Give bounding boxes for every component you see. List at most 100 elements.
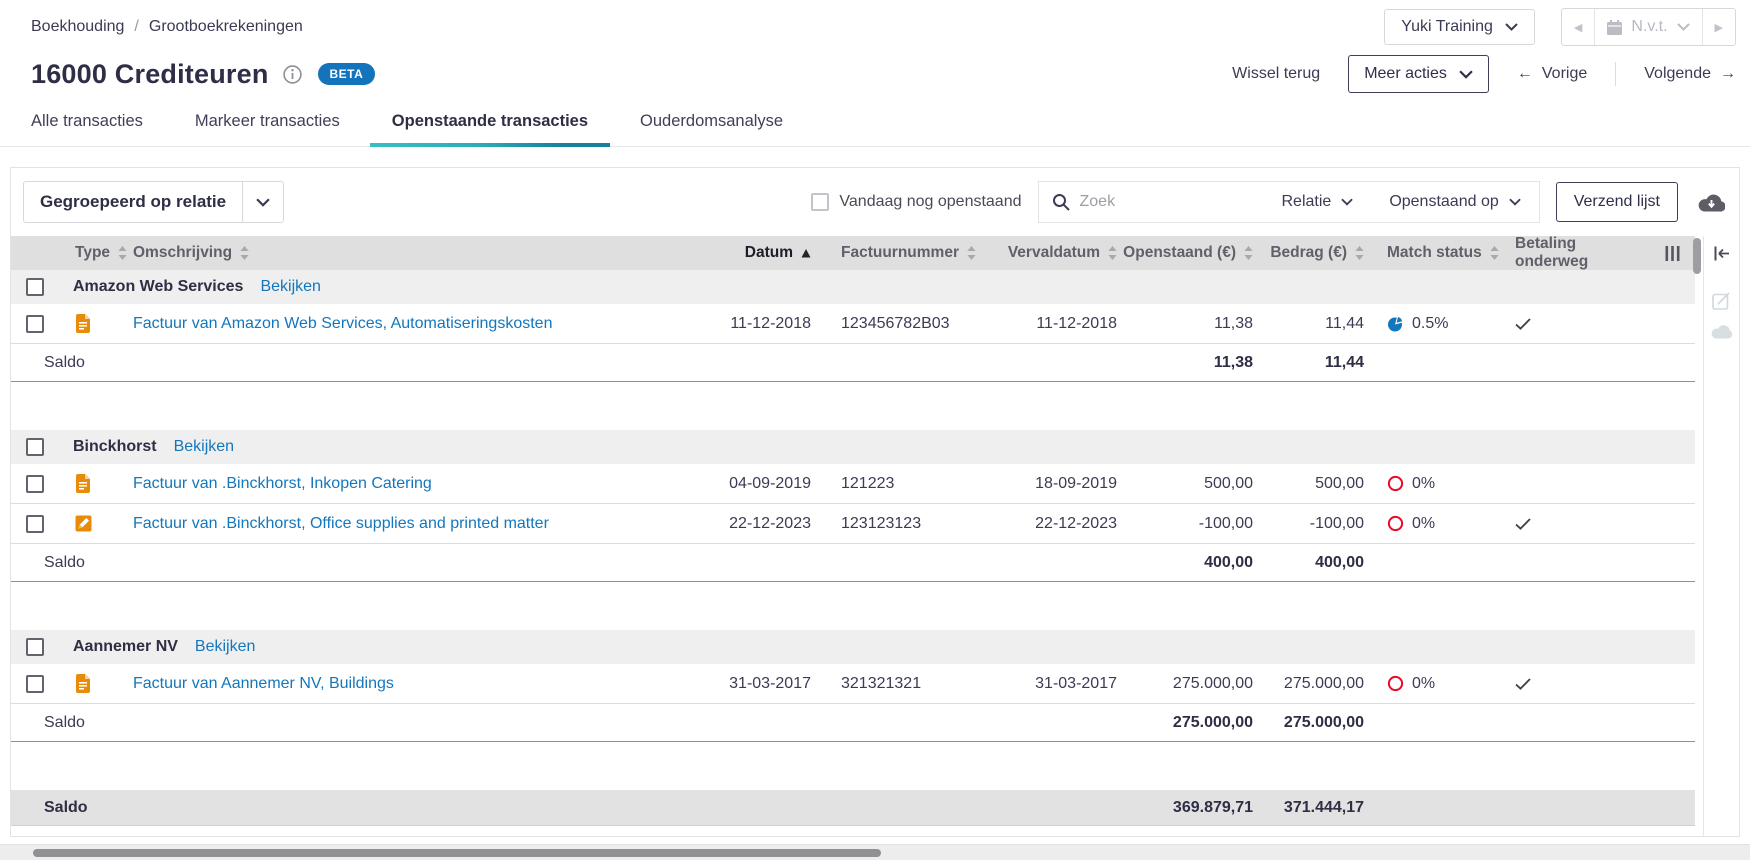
tab-alle-transacties[interactable]: Alle transacties bbox=[31, 112, 143, 130]
more-actions-button[interactable]: Meer acties bbox=[1348, 55, 1489, 93]
group-by-dropdown[interactable]: Gegroepeerd op relatie bbox=[23, 181, 285, 223]
column-header-label: Factuurnummer bbox=[841, 244, 959, 261]
administration-dropdown[interactable]: Yuki Training bbox=[1384, 9, 1535, 45]
column-header-type[interactable]: Type bbox=[61, 236, 133, 270]
beta-badge: BETA bbox=[317, 63, 376, 85]
period-next-button[interactable]: ▶ bbox=[1714, 21, 1723, 34]
column-header-bedrag[interactable]: Bedrag (€) bbox=[1263, 236, 1375, 270]
breadcrumb-item-grootboekrekeningen[interactable]: Grootboekrekeningen bbox=[148, 18, 303, 35]
invoice-document-icon bbox=[75, 314, 91, 333]
tab-markeer-transacties[interactable]: Markeer transacties bbox=[194, 112, 340, 130]
column-header-datum[interactable]: Datum bbox=[681, 236, 817, 270]
tabs: Alle transacties Markeer transacties Ope… bbox=[0, 112, 1750, 147]
topbar: Boekhouding / Grootboekrekeningen Yuki T… bbox=[0, 0, 1750, 46]
table-body: Amazon Web Services Bekijken Factuur van A… bbox=[11, 270, 1695, 826]
chevron-down-icon bbox=[1505, 23, 1518, 31]
breadcrumb: Boekhouding / Grootboekrekeningen bbox=[31, 18, 303, 36]
column-header-match-status[interactable]: Match status bbox=[1375, 236, 1501, 270]
edit-note-icon[interactable] bbox=[1712, 291, 1731, 310]
column-header-omschrijving[interactable]: Omschrijving bbox=[133, 236, 681, 270]
sort-icon bbox=[1108, 246, 1117, 260]
checkbox-icon bbox=[811, 193, 830, 211]
download-cloud-icon[interactable] bbox=[1698, 193, 1725, 212]
today-outstanding-label: Vandaag nog openstaand bbox=[839, 193, 1022, 210]
transaction-link[interactable]: Factuur van Amazon Web Services, Automat… bbox=[133, 314, 553, 332]
horizontal-scrollbar-thumb[interactable] bbox=[33, 849, 881, 857]
payment-underway-check-icon bbox=[1515, 317, 1531, 330]
group-checkbox[interactable] bbox=[26, 438, 44, 456]
sort-icon bbox=[1490, 246, 1499, 260]
group-spacer bbox=[11, 582, 1695, 630]
search-input[interactable] bbox=[1079, 193, 1230, 211]
saldo-outstanding: 369.879,71 bbox=[1172, 798, 1253, 816]
send-list-button[interactable]: Verzend lijst bbox=[1555, 182, 1678, 222]
cell-payment-underway bbox=[1501, 464, 1649, 503]
today-outstanding-checkbox[interactable]: Vandaag nog openstaand bbox=[811, 193, 1022, 211]
group-header-row: Binckhorst Bekijken bbox=[11, 430, 1695, 464]
filterbar: Gegroepeerd op relatie Vandaag nog opens… bbox=[11, 168, 1739, 236]
cell-description: Factuur van Amazon Web Services, Automat… bbox=[133, 304, 681, 343]
column-header-label: Type bbox=[75, 244, 111, 261]
cell-outstanding: 11,38 bbox=[1214, 314, 1253, 332]
next-button[interactable]: Volgende → bbox=[1644, 65, 1736, 83]
breadcrumb-item-boekhouding[interactable]: Boekhouding bbox=[31, 18, 125, 35]
transaction-link[interactable]: Factuur van Aannemer NV, Buildings bbox=[133, 674, 394, 692]
cell-due-date: 22-12-2023 bbox=[1035, 514, 1117, 532]
group-view-link[interactable]: Bekijken bbox=[260, 278, 321, 295]
column-settings-button[interactable] bbox=[1649, 236, 1695, 270]
match-zero-icon bbox=[1387, 475, 1404, 492]
saldo-label: Saldo bbox=[44, 713, 85, 731]
saldo-amount: 275.000,00 bbox=[1283, 713, 1364, 731]
previous-button[interactable]: ← Vorige bbox=[1517, 65, 1587, 83]
transaction-row: Factuur van .Binckhorst, Inkopen Caterin… bbox=[11, 464, 1695, 504]
more-actions-label: Meer acties bbox=[1364, 65, 1447, 82]
relation-dropdown-label: Relatie bbox=[1281, 193, 1332, 210]
transaction-row: Factuur van .Binckhorst, Office supplies… bbox=[11, 504, 1695, 544]
invoice-document-icon bbox=[75, 474, 91, 493]
sort-icon bbox=[1244, 246, 1253, 260]
column-header-vervaldatum[interactable]: Vervaldatum bbox=[991, 236, 1119, 270]
row-checkbox[interactable] bbox=[26, 314, 44, 333]
transaction-link[interactable]: Factuur van .Binckhorst, Office supplies… bbox=[133, 514, 549, 532]
group-cell: Aannemer NV Bekijken bbox=[61, 630, 255, 664]
horizontal-scrollbar-track[interactable] bbox=[0, 844, 1750, 860]
cell-amount: -100,00 bbox=[1309, 514, 1364, 532]
outstanding-on-dropdown[interactable]: Openstaand op bbox=[1371, 182, 1538, 222]
attachment-cloud-icon[interactable] bbox=[1711, 324, 1733, 339]
period-selector: ◀ N.v.t. ▶ bbox=[1560, 8, 1736, 46]
column-header-openstaand[interactable]: Openstaand (€) bbox=[1119, 236, 1263, 270]
saldo-label: Saldo bbox=[44, 798, 88, 816]
cell-invoice-number: 123456782B03 bbox=[841, 314, 950, 332]
top-controls: Yuki Training ◀ N.v.t. ▶ bbox=[1384, 8, 1736, 46]
column-header-betaling-onderweg[interactable]: Betaling onderweg bbox=[1501, 236, 1649, 270]
switch-back-button[interactable]: Wissel terug bbox=[1232, 65, 1321, 82]
group-checkbox[interactable] bbox=[26, 278, 44, 296]
group-view-link[interactable]: Bekijken bbox=[194, 638, 256, 655]
row-checkbox[interactable] bbox=[26, 674, 44, 693]
tab-ouderdomsanalyse[interactable]: Ouderdomsanalyse bbox=[640, 112, 784, 130]
period-previous-button[interactable]: ◀ bbox=[1573, 21, 1583, 34]
saldo-amount: 400,00 bbox=[1315, 553, 1364, 571]
group-checkbox[interactable] bbox=[26, 638, 44, 656]
table-header-row: Type Omschrijving Datum Factuurnummer Verval… bbox=[11, 236, 1695, 270]
cell-row-settings bbox=[1649, 664, 1695, 703]
cell-due-date: 11-12-2018 bbox=[1036, 314, 1117, 332]
info-icon[interactable] bbox=[282, 64, 302, 84]
cell-description: Factuur van .Binckhorst, Inkopen Caterin… bbox=[133, 464, 681, 503]
collapse-panel-icon[interactable] bbox=[1713, 246, 1730, 261]
tab-openstaande-transacties[interactable]: Openstaande transacties bbox=[369, 112, 611, 147]
saldo-label: Saldo bbox=[44, 353, 85, 371]
vertical-scrollbar-thumb[interactable] bbox=[1693, 238, 1701, 274]
cell-description: Factuur van .Binckhorst, Office supplies… bbox=[133, 504, 681, 543]
row-checkbox[interactable] bbox=[26, 514, 44, 533]
row-checkbox[interactable] bbox=[26, 474, 44, 493]
column-header-factuurnummer[interactable]: Factuurnummer bbox=[817, 236, 991, 270]
period-dropdown[interactable]: N.v.t. bbox=[1594, 9, 1703, 45]
group-by-label: Gegroepeerd op relatie bbox=[40, 192, 227, 211]
group-view-link[interactable]: Bekijken bbox=[173, 438, 235, 455]
cell-match-status: 0% bbox=[1375, 504, 1501, 543]
chevron-down-icon bbox=[1341, 198, 1354, 206]
relation-dropdown[interactable]: Relatie bbox=[1264, 182, 1372, 222]
transaction-link[interactable]: Factuur van .Binckhorst, Inkopen Caterin… bbox=[133, 474, 432, 492]
cell-invoice-number: 123123123 bbox=[841, 514, 922, 532]
